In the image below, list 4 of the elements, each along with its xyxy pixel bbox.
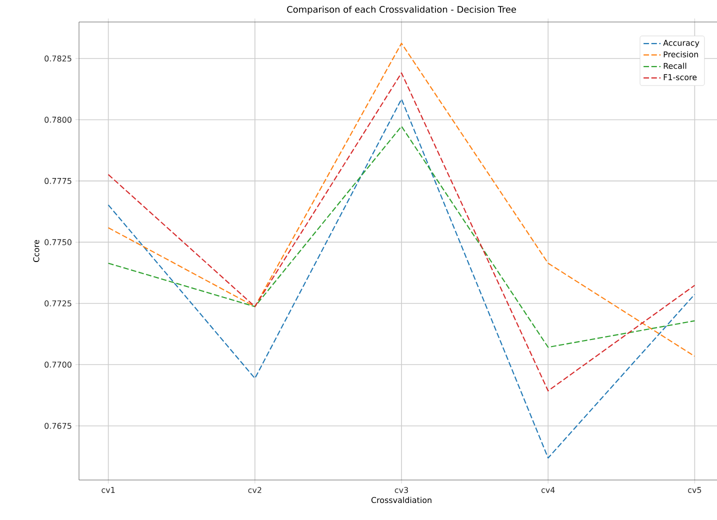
line-series: [108, 98, 696, 459]
line-series: [108, 72, 696, 392]
chart-title: Comparison of each Crossvalidation - Decision Tree: [287, 6, 516, 14]
line-series: [108, 126, 696, 348]
